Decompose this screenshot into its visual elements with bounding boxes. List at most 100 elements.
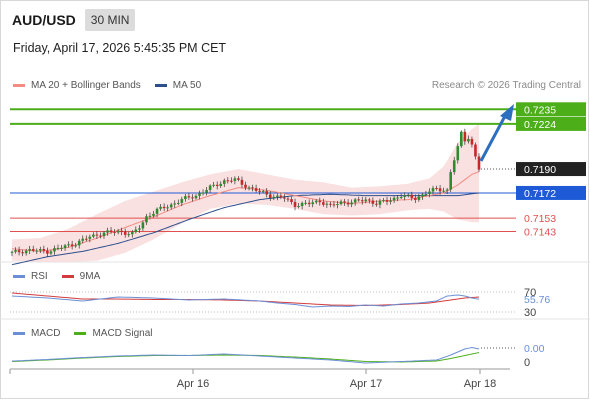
candle-body: [102, 232, 106, 237]
candle-body: [304, 202, 307, 204]
candle-body: [329, 203, 332, 205]
candle-body: [396, 197, 399, 199]
candle-body: [290, 199, 293, 203]
legend-ma50-swatch: [154, 84, 167, 87]
rsi-tick-label: 30: [524, 307, 536, 319]
candle-body: [84, 238, 88, 240]
candle-body: [431, 188, 435, 192]
candle-body: [130, 232, 134, 235]
level-tag: [516, 116, 586, 131]
candle-body: [141, 222, 145, 229]
candle-body: [470, 138, 474, 145]
candle-body: [279, 195, 283, 198]
level-label: 0.7143: [524, 226, 556, 238]
candle-body: [226, 180, 230, 182]
legend-macd-signal[interactable]: MACD Signal: [74, 328, 152, 339]
candle-body: [120, 230, 123, 233]
current-price-label: 0.7190: [524, 164, 556, 176]
candle-body: [378, 200, 382, 205]
legend-macd[interactable]: MACD: [13, 328, 60, 339]
forecast-arrow-shaft: [479, 115, 507, 162]
level-tag: [516, 185, 586, 200]
candle-body: [212, 184, 215, 186]
candle-body: [77, 240, 81, 246]
rsi-tick-label: 70: [524, 287, 536, 299]
candle-body: [350, 202, 353, 205]
candle-body: [371, 200, 375, 204]
legend-ma50-label: MA 50: [172, 80, 202, 91]
candle-body: [74, 245, 77, 247]
candle-body: [184, 196, 187, 200]
candle-body: [99, 235, 102, 237]
candle-body: [258, 190, 261, 192]
candle-body: [265, 191, 269, 195]
candle-body: [445, 189, 449, 191]
level-label: 0.7235: [524, 104, 556, 116]
legend-rsi-label: RSI: [31, 271, 48, 282]
candle-body: [336, 204, 339, 206]
candle-body: [201, 192, 205, 194]
candle-body: [230, 180, 233, 182]
candle-body: [318, 200, 322, 203]
legend-macd-signal-swatch: [74, 332, 87, 335]
candle-body: [357, 199, 361, 201]
candle-body: [382, 200, 385, 202]
interval-button[interactable]: 30 MIN: [84, 9, 136, 31]
candle-body: [95, 234, 99, 236]
candle-body: [399, 197, 403, 199]
macd-current-label: 0.00: [524, 343, 545, 355]
candle-body: [385, 200, 389, 202]
candle-body: [53, 248, 56, 252]
candle-body: [456, 146, 460, 161]
candle-body: [21, 252, 24, 254]
legend-ma50[interactable]: MA 50: [154, 80, 202, 91]
legend-rsi-ma-label: 9MA: [79, 271, 101, 282]
candle-body: [477, 156, 481, 170]
candles-group: [10, 128, 481, 257]
candle-body: [173, 203, 177, 205]
candle-body: [233, 178, 237, 181]
candle-body: [254, 188, 258, 191]
candle-body: [35, 250, 39, 252]
candle-body: [24, 250, 28, 254]
candle-body: [92, 234, 95, 237]
chart-header: AUD/USD 30 MIN: [12, 9, 136, 31]
level-label: 0.7172: [524, 188, 556, 200]
x-tick-label: Apr 16: [177, 378, 209, 390]
current-price-tag: [516, 162, 586, 177]
legend-rsi[interactable]: RSI: [13, 271, 48, 282]
candle-body: [251, 187, 254, 189]
legend-macd-label: MACD: [31, 328, 61, 339]
candle-body: [208, 185, 212, 190]
candle-body: [293, 202, 297, 207]
macd-line: [11, 346, 480, 364]
candle-body: [449, 172, 452, 190]
candle-body: [237, 178, 240, 180]
candle-body: [240, 179, 244, 185]
candle-body: [205, 189, 208, 193]
candle-body: [14, 250, 17, 252]
candle-body: [70, 244, 74, 247]
candle-body: [297, 206, 300, 208]
candle-body: [127, 234, 131, 236]
legend-rsi-ma-swatch: [61, 275, 74, 278]
candle-body: [261, 191, 265, 193]
legend-rsi-ma[interactable]: 9MA: [61, 271, 101, 282]
candle-body: [56, 247, 60, 249]
timestamp: Friday, April 17, 2026 5:45:35 PM CET: [13, 41, 227, 55]
candle-body: [442, 190, 445, 192]
candle-body: [162, 206, 166, 209]
main-legend: MA 20 + Bollinger Bands MA 50: [13, 80, 215, 91]
candle-body: [325, 203, 329, 205]
candle-body: [169, 204, 173, 208]
candle-body: [152, 213, 155, 216]
candle-body: [314, 200, 318, 203]
level-label: 0.7224: [524, 119, 556, 131]
candle-body: [180, 199, 184, 203]
candle-body: [428, 191, 431, 195]
legend-ma20[interactable]: MA 20 + Bollinger Bands: [13, 80, 141, 91]
symbol-title: AUD/USD: [12, 12, 76, 28]
macd-legend: MACD MACD Signal: [13, 328, 166, 339]
